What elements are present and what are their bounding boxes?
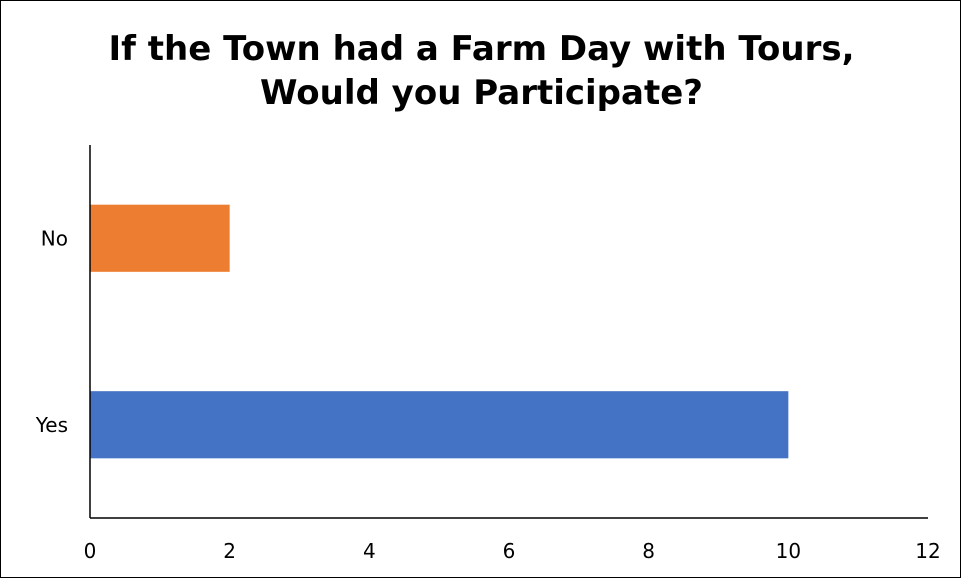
category-label-no: No	[41, 226, 68, 250]
x-tick-label: 2	[223, 539, 236, 563]
chart-title-line-1: If the Town had a Farm Day with Tours,	[108, 29, 855, 69]
chart-title-line-2: Would you Participate?	[260, 73, 703, 113]
x-tick-label: 0	[84, 539, 97, 563]
x-tick-label: 12	[915, 539, 940, 563]
x-tick-label: 6	[503, 539, 516, 563]
category-label-yes: Yes	[35, 413, 68, 437]
bars-group	[90, 204, 789, 459]
x-tick-label: 8	[642, 539, 655, 563]
x-tick-labels: 0 2 4 6 8 10 12	[84, 539, 941, 563]
category-labels: No Yes	[35, 226, 68, 437]
x-tick-label: 4	[363, 539, 376, 563]
bar-no	[90, 204, 230, 272]
chart-title: If the Town had a Farm Day with Tours, W…	[1, 27, 961, 115]
x-tick-label: 10	[776, 539, 801, 563]
bar-yes	[90, 391, 789, 459]
